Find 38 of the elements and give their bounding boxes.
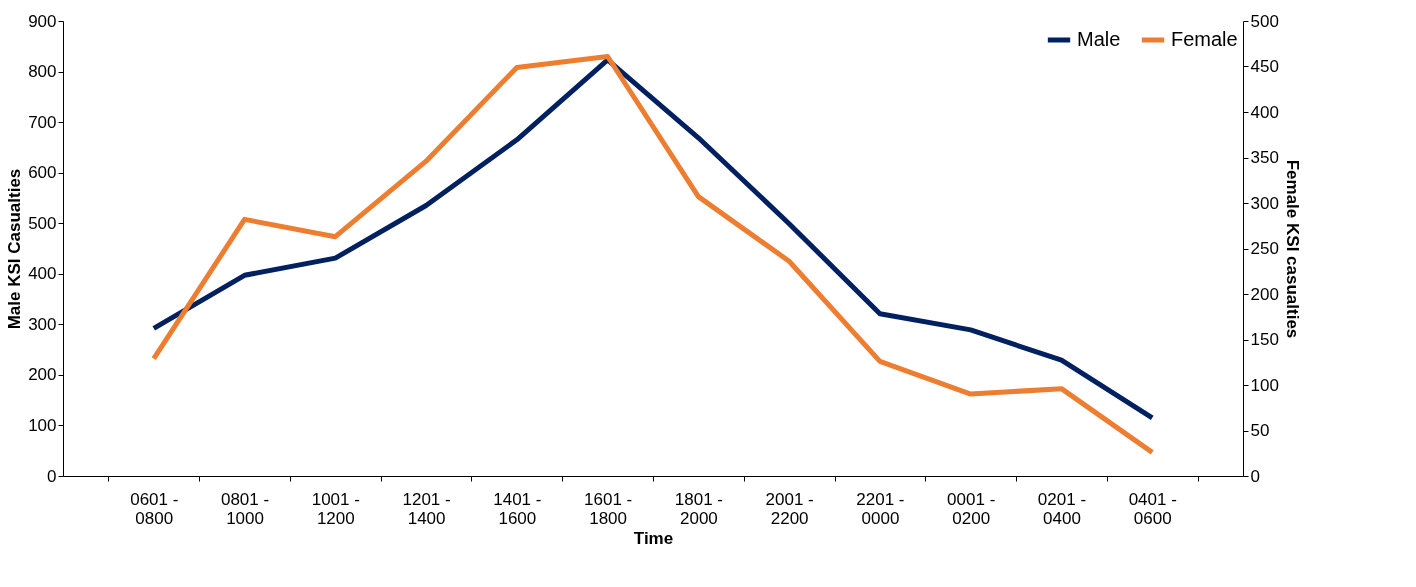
legend-label: Male xyxy=(1077,28,1121,50)
y2-axis-title: Female KSI casualties xyxy=(1282,159,1302,339)
y-tick-label: 400 xyxy=(28,264,57,284)
y-tick-label: 200 xyxy=(28,365,57,385)
x-tick-label: 0801 - 1000 xyxy=(220,489,270,528)
y2-tick-label: 450 xyxy=(1250,57,1279,76)
y-tick-label: 600 xyxy=(28,163,57,183)
y2-tick-label: 50 xyxy=(1250,421,1270,440)
y2-tick-label: 300 xyxy=(1250,193,1279,213)
x-tick-label: 0201 - 0400 xyxy=(1037,489,1087,528)
x-tick-label: 1001 - 1200 xyxy=(311,489,360,528)
y2-tick-label: 150 xyxy=(1250,330,1279,349)
y2-tick-label: 200 xyxy=(1250,284,1279,304)
x-tick-label: 1201 - 1400 xyxy=(402,489,451,528)
y2-tick-label: 350 xyxy=(1250,148,1279,167)
x-tick-label: 2201 - 0000 xyxy=(856,489,905,528)
y-tick-label: 500 xyxy=(28,213,57,233)
y2-tick-label: 250 xyxy=(1250,239,1279,258)
x-axis-title: Time xyxy=(633,528,674,548)
y-tick-label: 800 xyxy=(28,62,57,82)
y2-tick-label: 500 xyxy=(1250,11,1279,31)
y-tick-label: 100 xyxy=(28,415,57,435)
x-tick-label: 0401 - 0600 xyxy=(1128,489,1177,528)
y-tick-label: 300 xyxy=(28,314,57,334)
y2-tick-label: 0 xyxy=(1250,466,1260,486)
y2-tick-label: 100 xyxy=(1250,375,1279,395)
x-tick-label: 1801 - 2000 xyxy=(674,489,723,528)
x-tick-label: 2001 - 2200 xyxy=(765,489,814,528)
x-tick-label: 0601 - 0800 xyxy=(130,489,179,528)
y-tick-label: 700 xyxy=(28,112,57,132)
legend-label: Female xyxy=(1171,28,1238,50)
y-axis-title: Male KSI Casualties xyxy=(5,168,25,330)
y2-tick-label: 400 xyxy=(1250,102,1279,122)
x-tick-label: 1401 - 1600 xyxy=(493,489,542,528)
x-tick-label: 0001 - 0200 xyxy=(947,489,996,528)
y-tick-label: 0 xyxy=(47,466,57,486)
x-tick-label: 1601 - 1800 xyxy=(584,489,633,528)
y-tick-label: 900 xyxy=(28,11,57,31)
